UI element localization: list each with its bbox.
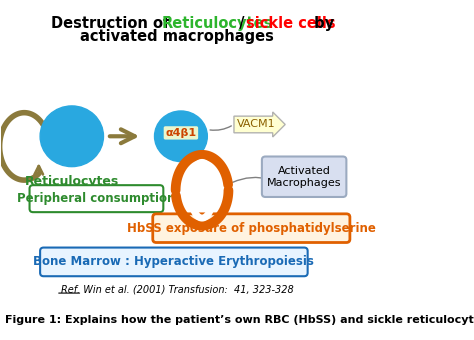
Text: Reticulocytes: Reticulocytes <box>25 175 119 188</box>
Text: activated macrophages: activated macrophages <box>81 29 274 44</box>
Text: Destruction of: Destruction of <box>51 16 174 31</box>
FancyBboxPatch shape <box>29 185 164 212</box>
FancyBboxPatch shape <box>40 248 308 276</box>
Text: Figure 1: Explains how the patient’s own RBC (HbSS) and sickle reticulocytes: Figure 1: Explains how the patient’s own… <box>5 315 474 325</box>
Circle shape <box>155 111 207 162</box>
Text: by: by <box>310 16 335 31</box>
FancyBboxPatch shape <box>262 156 346 197</box>
Text: sickle cells: sickle cells <box>246 16 336 31</box>
Circle shape <box>40 106 103 167</box>
Text: α4β1: α4β1 <box>165 128 197 138</box>
FancyBboxPatch shape <box>153 214 350 242</box>
Text: Peripheral consumption: Peripheral consumption <box>17 192 176 205</box>
Text: Bone Marrow : Hyperactive Erythropoiesis: Bone Marrow : Hyperactive Erythropoiesis <box>34 255 314 268</box>
Text: VACM1: VACM1 <box>237 119 276 130</box>
Text: HbSS exposure of phosphatidylserine: HbSS exposure of phosphatidylserine <box>127 221 376 235</box>
Text: Activated
Macrophages: Activated Macrophages <box>267 166 341 188</box>
Text: /: / <box>234 16 249 31</box>
Text: Reticulocytes: Reticulocytes <box>162 16 273 31</box>
Text: Ref. Win et al. (2001) Transfusion:  41, 323-328: Ref. Win et al. (2001) Transfusion: 41, … <box>61 285 294 295</box>
